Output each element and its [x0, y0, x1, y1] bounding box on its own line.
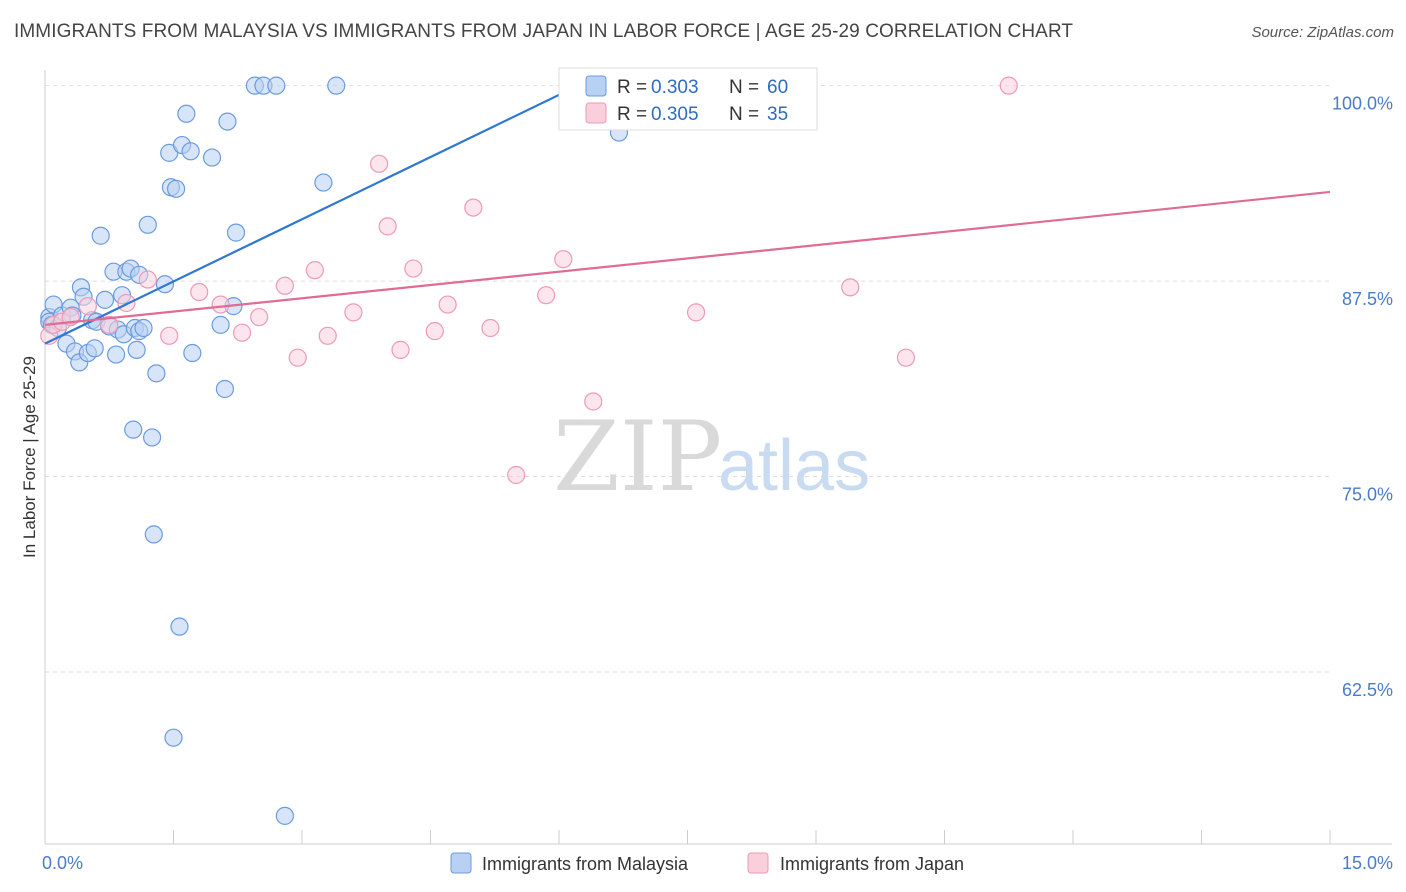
malaysia-point-48 [211, 315, 230, 334]
malaysia-point-30 [127, 340, 146, 359]
japan-point-27 [537, 286, 556, 305]
x-tick-label-1: 15.0% [1342, 853, 1393, 873]
malaysia-point-32 [134, 318, 153, 338]
malaysia-point-57 [314, 173, 333, 192]
japan-point-11 [232, 323, 252, 342]
japan-point-6 [117, 293, 136, 313]
x-tick-label-0: 0.0% [42, 853, 83, 873]
legend-malaysia-n-label: N = [729, 77, 759, 98]
legend-malaysia-r-label: R = [617, 77, 647, 98]
y-tick-label-0: 100.0% [1332, 94, 1393, 114]
japan-point-21 [404, 259, 423, 278]
legend-swatch-japan [585, 102, 607, 124]
japan-point-8 [160, 326, 179, 345]
japan-point-4 [78, 297, 97, 316]
legend-swatch-malaysia [585, 75, 607, 97]
y-axis-label: In Labor Force | Age 25-29 [20, 356, 39, 558]
japan-point-30 [686, 303, 706, 322]
japan-point-15 [305, 261, 324, 280]
axes [44, 70, 1392, 845]
malaysia-point-46 [183, 343, 202, 363]
japan-point-29 [584, 392, 603, 411]
legend-japan-r-label: R = [617, 104, 647, 125]
malaysia-point-15 [85, 339, 104, 358]
stats-legend: R = 0.303 N = 60 R = 0.305 N = 35 [558, 67, 818, 131]
malaysia-point-55 [267, 76, 286, 95]
legend-malaysia-n-value: 60 [767, 77, 788, 98]
legend-japan-n-label: N = [729, 104, 759, 125]
malaysia-point-44 [177, 104, 196, 123]
japan-point-12 [250, 307, 269, 327]
series-legend-swatch-japan [747, 852, 769, 874]
japan-point-28 [554, 250, 573, 269]
malaysia-point-34 [142, 428, 162, 447]
y-tick-label-1: 87.5% [1342, 289, 1393, 309]
malaysia-point-35 [144, 525, 163, 544]
watermark-zip: ZIP [553, 401, 722, 513]
source-credit: Source: ZipAtlas.com [1251, 24, 1394, 41]
japan-point-9 [190, 282, 209, 302]
malaysia-point-28 [124, 420, 143, 439]
malaysia-point-45 [181, 142, 200, 161]
japan-point-19 [378, 217, 397, 236]
malaysia-point-41 [166, 179, 186, 198]
malaysia-point-58 [327, 76, 346, 95]
japan-point-17 [344, 303, 363, 322]
malaysia-point-49 [215, 379, 234, 399]
malaysia-point-42 [170, 617, 189, 636]
japan-point-26 [507, 465, 526, 485]
malaysia-point-18 [95, 290, 115, 309]
series-malaysia-points [40, 76, 629, 825]
malaysia-point-40 [164, 728, 183, 747]
watermark-atlas: atlas [718, 426, 870, 506]
trend-lines [44, 69, 1331, 345]
malaysia-point-17 [91, 226, 110, 245]
japan-point-32 [896, 348, 916, 367]
malaysia-point-52 [226, 223, 246, 242]
japan-point-13 [275, 276, 294, 295]
series-legend-japan: Immigrants from Japan [780, 854, 964, 874]
series-legend: Immigrants from Malaysia Immigrants from… [450, 852, 964, 874]
y-tick-label-3: 62.5% [1342, 680, 1393, 700]
series-legend-swatch-malaysia [450, 852, 472, 874]
malaysia-point-36 [147, 364, 166, 383]
grid-lines [45, 85, 1330, 673]
japan-point-24 [464, 198, 483, 217]
series-legend-malaysia: Immigrants from Malaysia [482, 854, 689, 874]
malaysia-point-47 [202, 148, 222, 167]
japan-point-18 [370, 154, 389, 173]
japan-trend-line [44, 190, 1331, 326]
chart-title: IMMIGRANTS FROM MALAYSIA VS IMMIGRANTS F… [14, 21, 1074, 42]
malaysia-trend-line [44, 69, 611, 345]
japan-point-7 [138, 270, 157, 289]
japan-point-5 [100, 315, 119, 334]
japan-point-22 [425, 322, 444, 341]
japan-point-10 [211, 295, 230, 314]
japan-point-33 [999, 76, 1018, 95]
y-tick-label-2: 75.0% [1342, 485, 1393, 505]
legend-japan-n-value: 35 [767, 104, 788, 125]
y-tick-labels: 100.0% 87.5% 75.0% 62.5% [1332, 94, 1393, 700]
japan-point-20 [391, 340, 410, 359]
legend-malaysia-r-value: 0.303 [651, 77, 699, 98]
malaysia-point-22 [107, 345, 126, 364]
x-tick-labels: 0.0% 15.0% [42, 853, 1393, 873]
japan-point-31 [841, 278, 860, 297]
legend-japan-r-value: 0.305 [651, 104, 699, 125]
japan-point-16 [318, 326, 337, 345]
japan-point-23 [438, 295, 457, 314]
japan-point-25 [481, 318, 500, 338]
series-japan-points [40, 76, 1018, 485]
malaysia-point-56 [275, 806, 294, 825]
malaysia-point-33 [138, 215, 157, 234]
malaysia-point-50 [218, 112, 237, 131]
japan-point-14 [288, 348, 307, 367]
malaysia-point-37 [155, 275, 175, 294]
